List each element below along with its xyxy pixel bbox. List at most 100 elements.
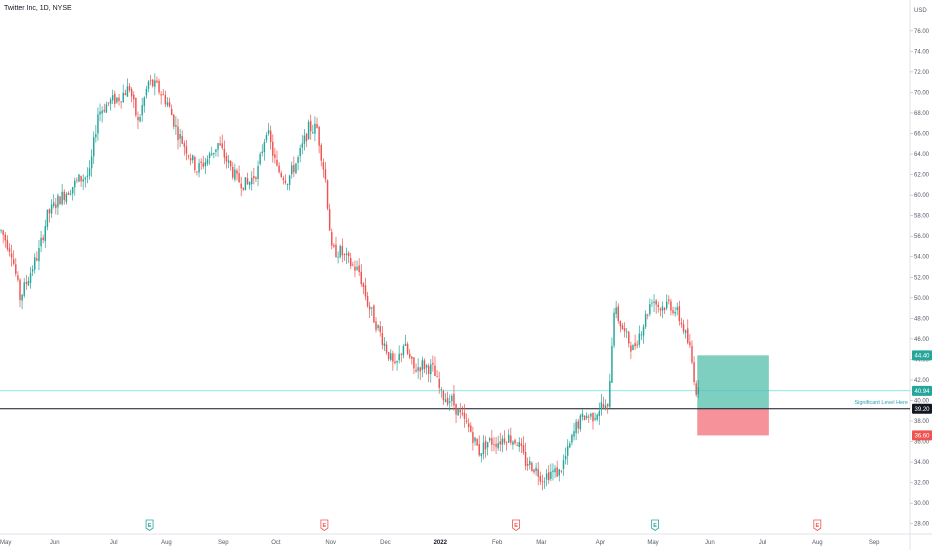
candle[interactable] bbox=[50, 199, 53, 218]
candle[interactable] bbox=[581, 409, 584, 421]
candle[interactable] bbox=[27, 276, 30, 287]
candle[interactable] bbox=[177, 118, 179, 150]
candle[interactable] bbox=[213, 152, 215, 159]
candle[interactable] bbox=[657, 301, 660, 313]
candle[interactable] bbox=[467, 418, 470, 433]
candle[interactable] bbox=[392, 350, 394, 371]
candle[interactable] bbox=[248, 181, 251, 190]
candle[interactable] bbox=[25, 274, 28, 290]
candle[interactable] bbox=[61, 183, 63, 206]
candle[interactable] bbox=[579, 413, 582, 432]
candle[interactable] bbox=[684, 329, 687, 339]
candle[interactable] bbox=[240, 176, 242, 197]
candle[interactable] bbox=[408, 349, 411, 360]
candle[interactable] bbox=[396, 360, 398, 371]
candle[interactable] bbox=[307, 119, 310, 140]
candle[interactable] bbox=[598, 402, 601, 425]
candle[interactable] bbox=[303, 128, 306, 151]
candle[interactable] bbox=[569, 441, 571, 449]
candle[interactable] bbox=[160, 91, 162, 105]
candle[interactable] bbox=[642, 324, 645, 344]
candle[interactable] bbox=[514, 438, 516, 445]
candle[interactable] bbox=[111, 89, 114, 105]
candle[interactable] bbox=[674, 306, 676, 317]
candle[interactable] bbox=[459, 403, 462, 419]
candle[interactable] bbox=[659, 307, 662, 317]
profit-zone[interactable] bbox=[697, 355, 769, 409]
candle[interactable] bbox=[352, 261, 354, 267]
candle[interactable] bbox=[493, 437, 495, 452]
candle[interactable] bbox=[267, 123, 270, 136]
candle[interactable] bbox=[678, 300, 681, 326]
candle[interactable] bbox=[173, 113, 175, 130]
candle[interactable] bbox=[537, 461, 539, 486]
candle[interactable] bbox=[533, 468, 535, 475]
candle[interactable] bbox=[185, 140, 188, 161]
candle[interactable] bbox=[107, 102, 110, 107]
candle[interactable] bbox=[179, 128, 181, 148]
candle[interactable] bbox=[137, 111, 139, 130]
candle[interactable] bbox=[373, 304, 375, 323]
candle[interactable] bbox=[10, 244, 13, 267]
candle[interactable] bbox=[263, 139, 266, 161]
candle[interactable] bbox=[687, 319, 689, 345]
candle[interactable] bbox=[82, 174, 84, 190]
candle[interactable] bbox=[320, 143, 322, 167]
candle[interactable] bbox=[381, 325, 384, 350]
candle[interactable] bbox=[78, 173, 80, 183]
candle[interactable] bbox=[434, 356, 436, 377]
candle[interactable] bbox=[524, 442, 527, 471]
candle[interactable] bbox=[423, 358, 426, 374]
candle[interactable] bbox=[526, 457, 529, 471]
candle[interactable] bbox=[63, 189, 65, 205]
candle[interactable] bbox=[682, 319, 685, 335]
candle[interactable] bbox=[133, 91, 135, 109]
candle[interactable] bbox=[636, 340, 638, 349]
candle[interactable] bbox=[4, 232, 7, 248]
candle[interactable] bbox=[438, 371, 440, 394]
candle[interactable] bbox=[158, 78, 160, 95]
candle[interactable] bbox=[217, 142, 219, 157]
candle[interactable] bbox=[101, 106, 103, 123]
candle[interactable] bbox=[116, 96, 118, 104]
candle[interactable] bbox=[383, 337, 386, 352]
candle[interactable] bbox=[318, 125, 320, 154]
candle[interactable] bbox=[411, 355, 413, 365]
candle[interactable] bbox=[259, 151, 261, 166]
candle[interactable] bbox=[168, 97, 171, 108]
candle[interactable] bbox=[430, 359, 432, 383]
candle[interactable] bbox=[556, 460, 558, 477]
candle[interactable] bbox=[499, 432, 502, 452]
candle[interactable] bbox=[415, 363, 417, 373]
candle[interactable] bbox=[676, 302, 678, 316]
candle[interactable] bbox=[238, 165, 240, 183]
candle[interactable] bbox=[625, 328, 628, 339]
candle[interactable] bbox=[400, 352, 403, 363]
candle[interactable] bbox=[166, 97, 169, 108]
candle[interactable] bbox=[261, 144, 263, 157]
candle[interactable] bbox=[529, 456, 531, 470]
candle[interactable] bbox=[90, 149, 93, 177]
candle[interactable] bbox=[425, 363, 428, 375]
candle[interactable] bbox=[2, 229, 4, 244]
candle[interactable] bbox=[288, 174, 291, 191]
candle[interactable] bbox=[244, 177, 247, 191]
candle[interactable] bbox=[644, 310, 647, 329]
candle[interactable] bbox=[21, 293, 23, 310]
candle[interactable] bbox=[234, 163, 236, 182]
candle[interactable] bbox=[55, 197, 57, 215]
candle[interactable] bbox=[291, 161, 293, 179]
candle[interactable] bbox=[34, 253, 36, 274]
candle[interactable] bbox=[328, 203, 331, 231]
candle[interactable] bbox=[345, 247, 348, 265]
dividend-marker[interactable]: E bbox=[512, 519, 520, 531]
candle[interactable] bbox=[293, 156, 295, 178]
candle[interactable] bbox=[417, 358, 419, 379]
candle[interactable] bbox=[69, 189, 72, 196]
candle[interactable] bbox=[286, 183, 289, 191]
candle[interactable] bbox=[309, 114, 312, 140]
candle[interactable] bbox=[151, 78, 154, 88]
candle[interactable] bbox=[124, 89, 127, 96]
candle[interactable] bbox=[118, 94, 120, 106]
candle[interactable] bbox=[196, 170, 198, 176]
